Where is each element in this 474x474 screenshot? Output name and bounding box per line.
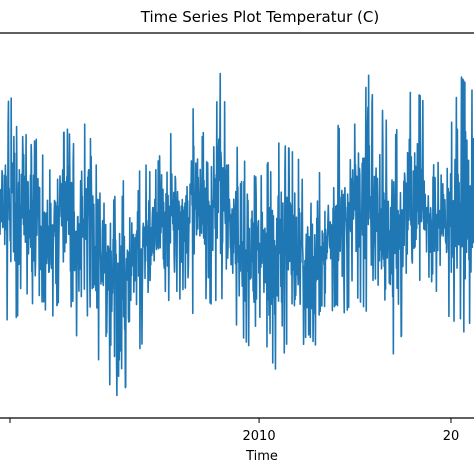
temperature-series-line <box>0 72 474 397</box>
x-axis-label: Time <box>245 449 278 464</box>
plot-area <box>0 72 474 397</box>
x-tick-label-2010: 2010 <box>243 429 276 444</box>
x-tick-label-2011: 20 <box>443 429 460 444</box>
chart-title: Time Series Plot Temperatur (C) <box>140 8 379 26</box>
x-ticks: 2010 20 <box>9 418 460 444</box>
